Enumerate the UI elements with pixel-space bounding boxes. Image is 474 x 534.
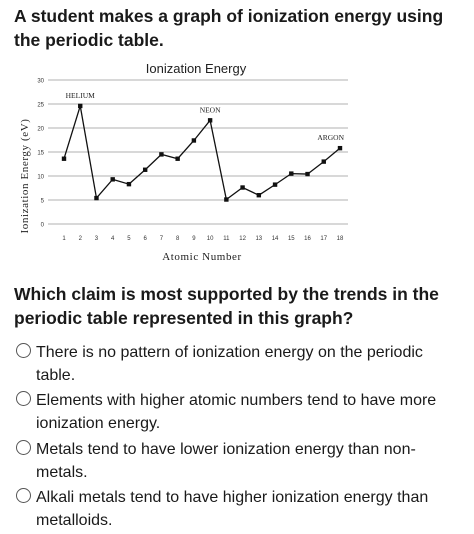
data-point	[240, 185, 245, 190]
x-tick-label: 7	[160, 236, 164, 242]
x-tick-label: 18	[337, 236, 344, 242]
y-tick-label: 20	[37, 127, 44, 133]
x-tick-label: 8	[176, 236, 180, 242]
y-tick-label: 25	[37, 103, 44, 109]
x-tick-label: 2	[79, 236, 83, 242]
data-point	[175, 156, 180, 161]
y-tick-label: 30	[37, 79, 44, 85]
radio-button[interactable]	[16, 488, 31, 503]
answer-option-label: There is no pattern of ionization energy…	[36, 344, 423, 384]
y-tick-label: 10	[37, 175, 44, 181]
answer-option-label: Elements with higher atomic numbers tend…	[36, 392, 437, 432]
x-tick-label: 10	[207, 236, 214, 242]
data-point	[61, 156, 67, 161]
data-point	[321, 159, 326, 164]
y-axis-label: Ionization Energy (eV)	[19, 118, 31, 233]
data-point	[159, 152, 164, 157]
question-prompt: A student makes a graph of ionization en…	[14, 6, 444, 50]
chart-title: Ionization Energy	[146, 61, 247, 76]
y-tick-label: 0	[41, 223, 45, 229]
data-point	[224, 197, 229, 202]
x-tick-label: 17	[320, 236, 327, 242]
data-point	[78, 103, 83, 109]
data-point	[142, 167, 148, 172]
data-point	[337, 145, 343, 151]
data-point	[289, 171, 294, 176]
x-tick-label: 12	[239, 236, 246, 242]
data-point	[207, 118, 213, 123]
x-tick-label: 16	[304, 236, 311, 242]
x-tick-label: 11	[223, 236, 230, 242]
y-tick-label: 15	[37, 151, 44, 157]
x-tick-label: 1	[62, 236, 66, 242]
annotation-label: HELIUM	[66, 91, 95, 100]
radio-button[interactable]	[16, 391, 31, 406]
data-point	[272, 182, 278, 187]
data-point	[191, 138, 197, 143]
question-text: Which claim is most supported by the tre…	[14, 284, 439, 328]
x-tick-label: 15	[288, 236, 295, 242]
answer-option-label: Alkali metals tend to have higher ioniza…	[36, 489, 429, 529]
y-tick-label: 5	[41, 199, 45, 205]
data-point	[94, 195, 99, 201]
x-tick-label: 5	[127, 236, 131, 242]
radio-button[interactable]	[16, 440, 31, 455]
x-tick-label: 4	[111, 236, 115, 242]
series-line	[63, 105, 341, 201]
data-point	[305, 171, 310, 177]
answer-option-4[interactable]: Alkali metals tend to have higher ioniza…	[16, 486, 456, 532]
ionization-energy-chart: Ionization Energy Ionization Energy (eV)…	[19, 61, 348, 263]
x-tick-label: 9	[192, 236, 196, 242]
answer-option-3[interactable]: Metals tend to have lower ionization ene…	[16, 438, 456, 484]
x-tick-label: 3	[95, 236, 99, 242]
data-point	[256, 193, 262, 198]
answer-option-label: Metals tend to have lower ionization ene…	[36, 441, 416, 481]
data-point	[126, 181, 132, 187]
x-tick-label: 6	[144, 236, 148, 242]
x-tick-label: 14	[272, 236, 279, 242]
annotation-label: ARGON	[317, 133, 344, 142]
data-point	[110, 177, 115, 182]
x-tick-label: 13	[255, 236, 262, 242]
annotation-label: NEON	[200, 105, 221, 114]
x-axis-label: Atomic Number	[162, 251, 242, 263]
radio-button[interactable]	[16, 343, 31, 358]
answer-option-1[interactable]: There is no pattern of ionization energy…	[16, 341, 456, 387]
answer-option-2[interactable]: Elements with higher atomic numbers tend…	[16, 389, 456, 435]
